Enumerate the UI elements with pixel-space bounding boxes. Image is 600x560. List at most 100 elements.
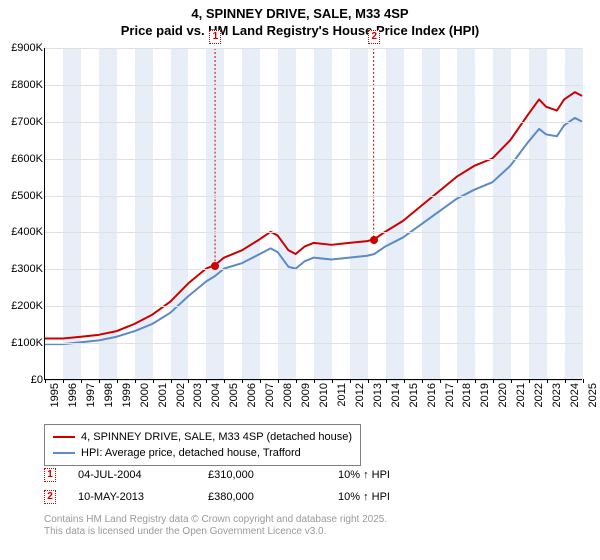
x-axis-label: 2007 <box>264 383 276 407</box>
x-tick <box>260 379 261 383</box>
x-tick <box>99 379 100 383</box>
x-tick <box>475 379 476 383</box>
sale-marker-box: 2 <box>368 30 380 44</box>
x-axis-label: 2017 <box>444 383 456 407</box>
attribution-line2: This data is licensed under the Open Gov… <box>44 526 387 538</box>
x-axis-label: 2008 <box>282 383 294 407</box>
x-axis-label: 2004 <box>210 383 222 407</box>
chart-title-line1: 4, SPINNEY DRIVE, SALE, M33 4SP <box>0 6 600 21</box>
x-axis-label: 2011 <box>336 383 348 407</box>
x-axis-label: 2013 <box>372 383 384 407</box>
y-axis-label: £200K <box>11 300 43 312</box>
x-tick <box>171 379 172 383</box>
legend-swatch-price-paid <box>53 436 75 438</box>
x-axis-label: 2015 <box>408 383 420 407</box>
sale-point-dot <box>370 236 378 244</box>
x-tick <box>386 379 387 383</box>
x-tick <box>529 379 530 383</box>
y-axis-label: £0 <box>31 374 43 386</box>
legend-item-price-paid: 4, SPINNEY DRIVE, SALE, M33 4SP (detache… <box>53 429 352 445</box>
legend-label-hpi: HPI: Average price, detached house, Traf… <box>81 445 301 461</box>
x-axis-label: 2018 <box>461 383 473 407</box>
x-tick <box>332 379 333 383</box>
x-axis-label: 2010 <box>318 383 330 407</box>
legend-item-hpi: HPI: Average price, detached house, Traf… <box>53 445 352 461</box>
x-tick <box>296 379 297 383</box>
y-axis-label: £500K <box>11 190 43 202</box>
series-line <box>45 92 582 338</box>
attribution-line1: Contains HM Land Registry data © Crown c… <box>44 514 387 526</box>
x-tick <box>547 379 548 383</box>
sale-2-hpi-delta: 10% ↑ HPI <box>338 491 390 503</box>
x-axis-label: 2000 <box>139 383 151 407</box>
chart-container: 4, SPINNEY DRIVE, SALE, M33 4SP Price pa… <box>0 0 600 560</box>
x-axis-label: 2001 <box>157 383 169 407</box>
x-tick <box>153 379 154 383</box>
x-axis-label: 2014 <box>390 383 402 407</box>
grid-line <box>45 48 582 49</box>
x-axis-label: 1998 <box>103 383 115 407</box>
grid-line <box>45 306 582 307</box>
x-tick <box>565 379 566 383</box>
x-tick <box>422 379 423 383</box>
series-line <box>45 118 582 344</box>
sale-marker-box: 1 <box>209 30 221 44</box>
x-tick <box>583 379 584 383</box>
grid-line <box>45 159 582 160</box>
x-tick <box>493 379 494 383</box>
x-tick <box>314 379 315 383</box>
x-axis-label: 2023 <box>551 383 563 407</box>
x-axis-label: 1999 <box>121 383 133 407</box>
sale-marker-2-icon: 2 <box>44 490 56 504</box>
x-tick <box>63 379 64 383</box>
sale-point-dot <box>211 262 219 270</box>
x-tick <box>404 379 405 383</box>
sale-1-date: 04-JUL-2004 <box>78 469 208 481</box>
grid-line <box>45 122 582 123</box>
y-axis-label: £900K <box>11 42 43 54</box>
x-tick <box>440 379 441 383</box>
x-tick <box>511 379 512 383</box>
sale-2-price: £380,000 <box>208 491 338 503</box>
plot-area: £0£100K£200K£300K£400K£500K£600K£700K£80… <box>44 48 582 380</box>
x-tick <box>350 379 351 383</box>
x-axis-label: 1995 <box>49 383 61 407</box>
sale-1-hpi-delta: 10% ↑ HPI <box>338 469 390 481</box>
x-axis-label: 1996 <box>67 383 79 407</box>
legend: 4, SPINNEY DRIVE, SALE, M33 4SP (detache… <box>44 424 361 466</box>
sale-record-2: 2 10-MAY-2013 £380,000 10% ↑ HPI <box>44 490 390 504</box>
grid-line <box>45 196 582 197</box>
x-axis-label: 2005 <box>228 383 240 407</box>
x-axis-label: 2024 <box>569 383 581 407</box>
x-axis-label: 2020 <box>497 383 509 407</box>
x-tick <box>188 379 189 383</box>
grid-line <box>45 85 582 86</box>
x-axis-label: 2022 <box>533 383 545 407</box>
x-tick <box>45 379 46 383</box>
x-tick <box>457 379 458 383</box>
sale-record-1: 1 04-JUL-2004 £310,000 10% ↑ HPI <box>44 468 390 482</box>
x-axis-label: 2012 <box>354 383 366 407</box>
grid-line <box>45 343 582 344</box>
x-tick <box>117 379 118 383</box>
x-tick <box>81 379 82 383</box>
x-tick <box>368 379 369 383</box>
legend-label-price-paid: 4, SPINNEY DRIVE, SALE, M33 4SP (detache… <box>81 429 352 445</box>
grid-line <box>45 269 582 270</box>
x-axis-label: 2009 <box>300 383 312 407</box>
grid-line <box>45 232 582 233</box>
y-axis-label: £700K <box>11 116 43 128</box>
sale-marker-1-icon: 1 <box>44 468 56 482</box>
x-tick <box>242 379 243 383</box>
y-axis-label: £600K <box>11 153 43 165</box>
x-tick <box>135 379 136 383</box>
x-tick <box>278 379 279 383</box>
y-axis-label: £100K <box>11 337 43 349</box>
x-axis-label: 2006 <box>246 383 258 407</box>
series-svg <box>45 48 582 379</box>
x-tick <box>224 379 225 383</box>
attribution: Contains HM Land Registry data © Crown c… <box>44 514 387 538</box>
x-axis-label: 2025 <box>587 383 599 407</box>
y-axis-label: £400K <box>11 226 43 238</box>
y-axis-label: £800K <box>11 79 43 91</box>
